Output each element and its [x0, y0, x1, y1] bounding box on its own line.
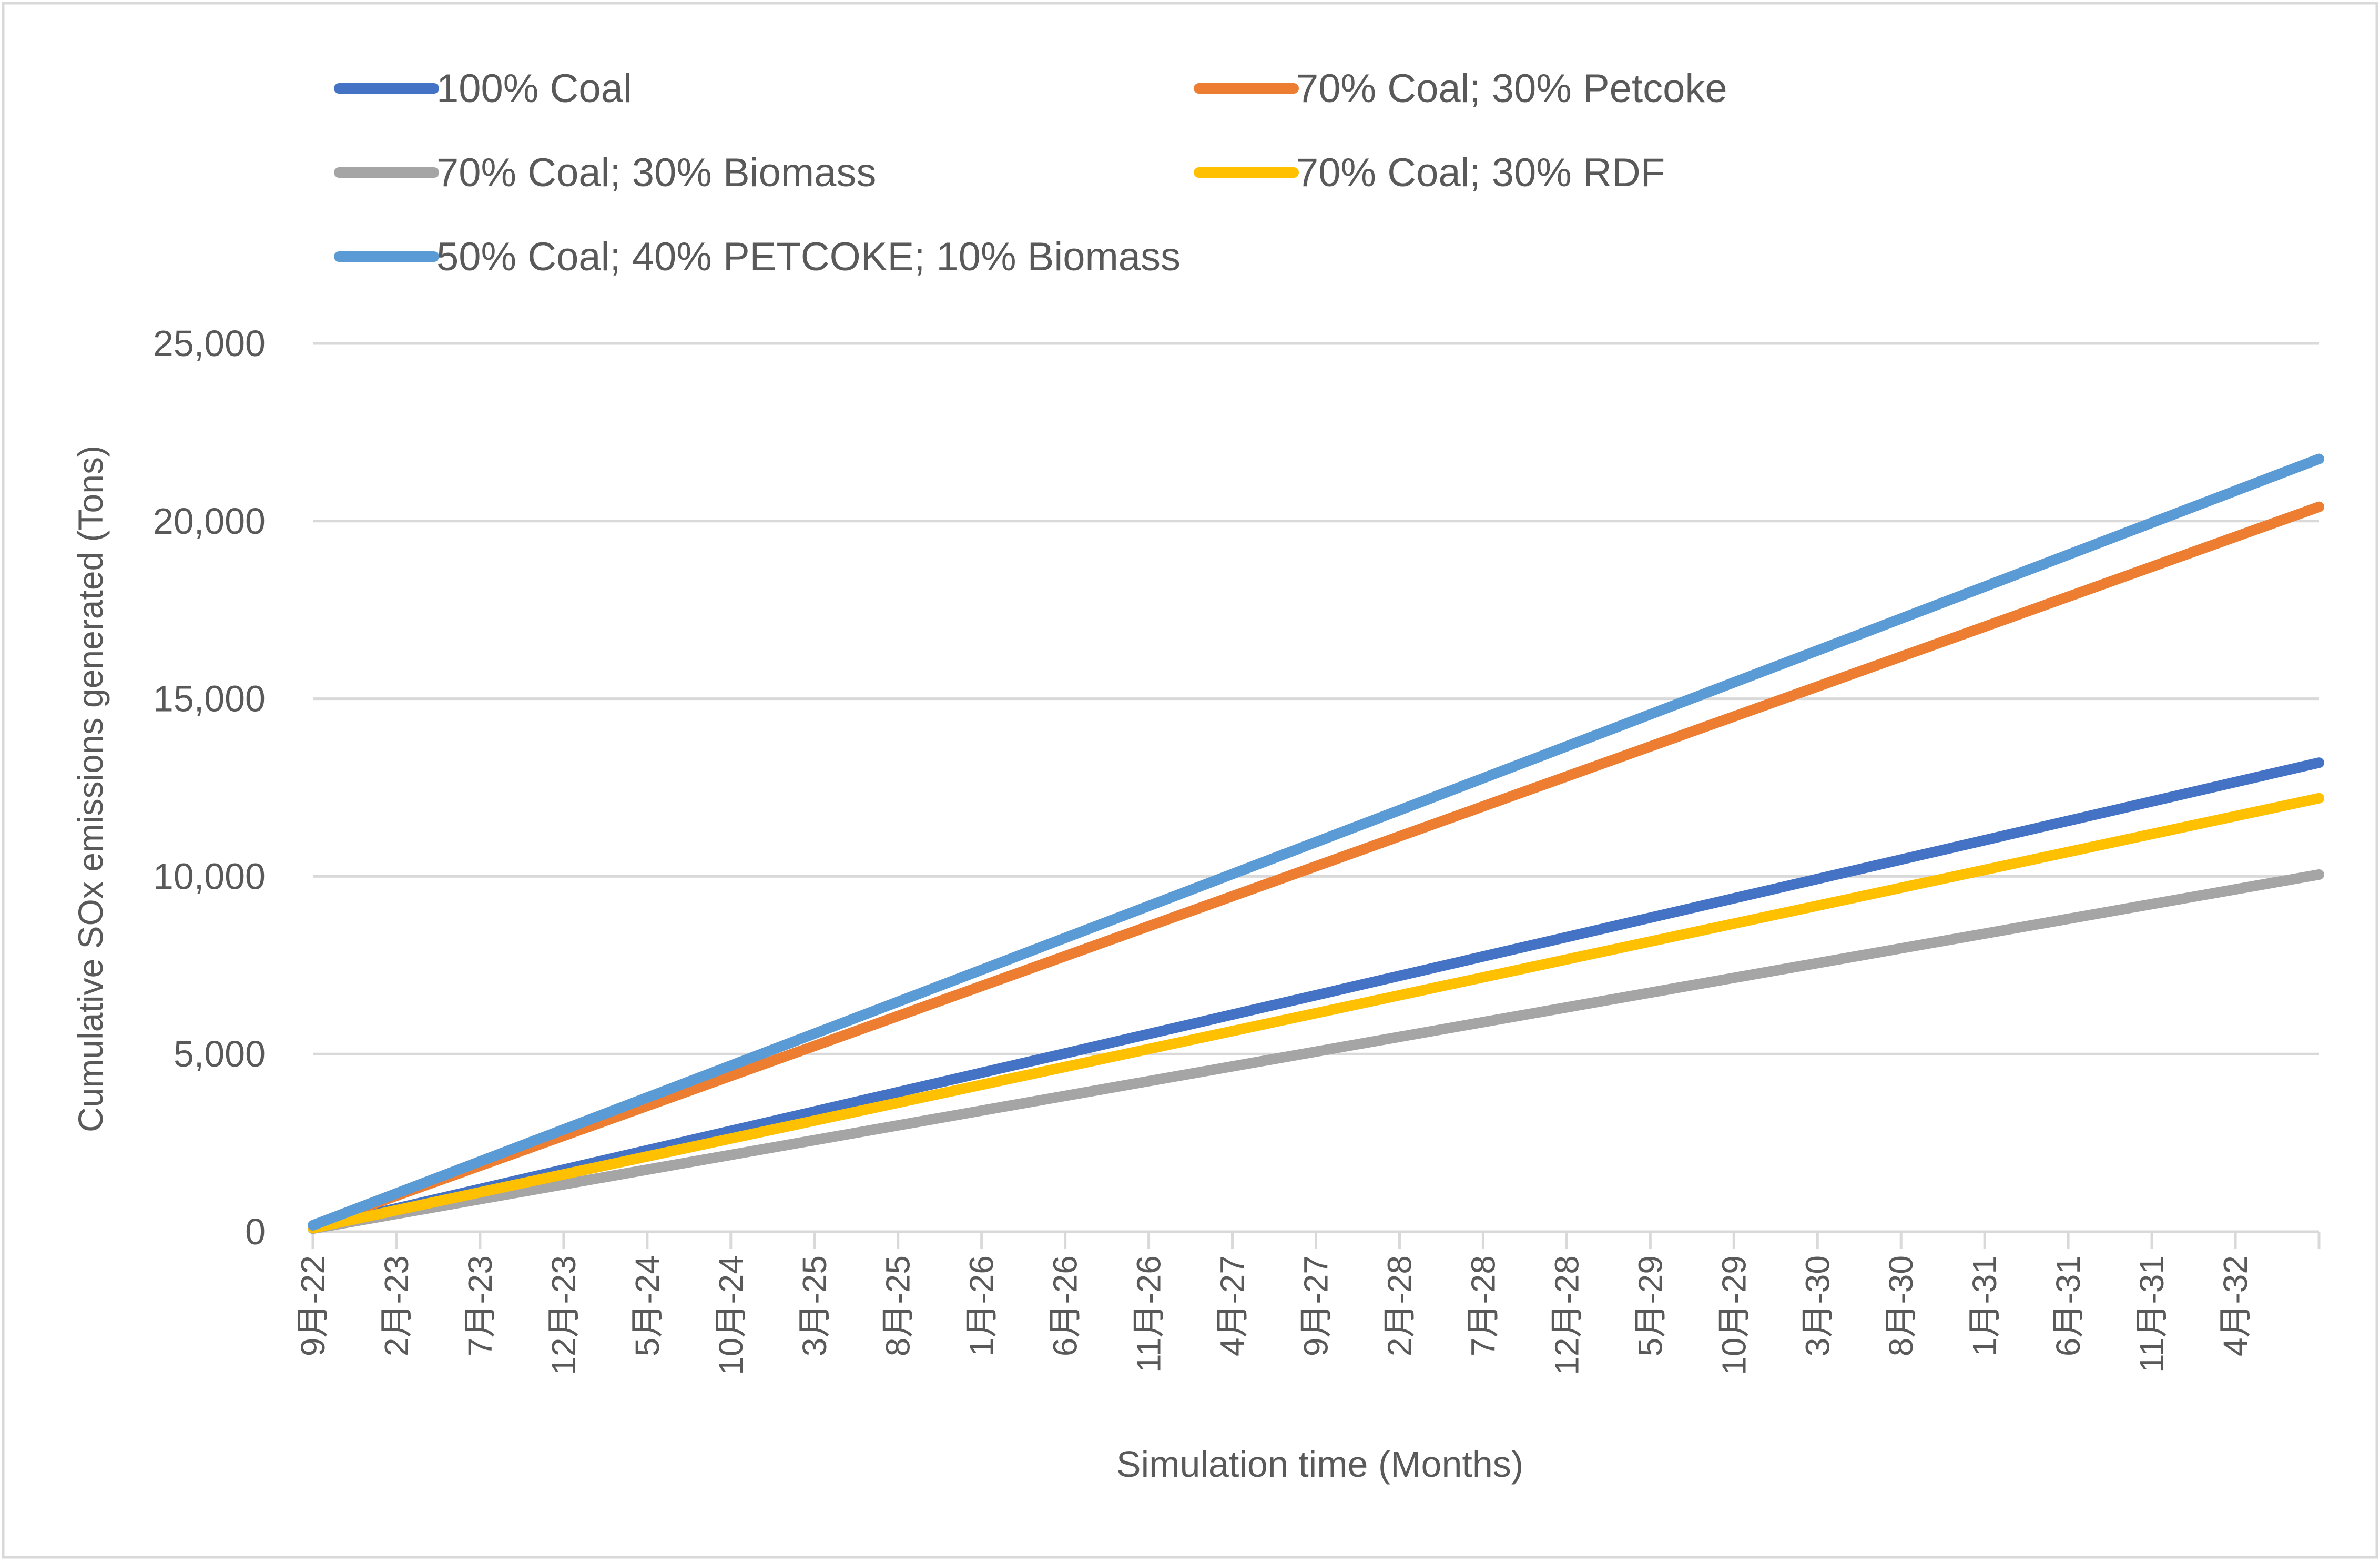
x-tick-label: 9月-27: [1297, 1255, 1335, 1356]
y-tick-label: 5,000: [174, 1033, 266, 1074]
x-tick-label: 6月-31: [2049, 1255, 2087, 1356]
legend-label: 70% Coal; 30% Biomass: [436, 150, 876, 195]
y-tick-label: 10,000: [153, 856, 266, 897]
x-tick-label: 12月-28: [1548, 1255, 1585, 1375]
x-tick-label: 3月-25: [796, 1255, 833, 1356]
y-axis: 0 5,000 10,000 15,000 20,000 25,000: [153, 323, 266, 1252]
legend-label: 70% Coal; 30% Petcoke: [1296, 66, 1727, 111]
series-line: [308, 501, 2324, 1231]
y-tick-label: 0: [245, 1211, 266, 1252]
legend-label: 70% Coal; 30% RDF: [1296, 150, 1665, 195]
y-tick-label: 20,000: [153, 501, 266, 542]
x-tick-label: 3月-30: [1798, 1255, 1836, 1356]
x-tick-label: 4月-32: [2216, 1255, 2254, 1356]
x-axis-title: Simulation time (Months): [1116, 1444, 1523, 1485]
series-group: [308, 453, 2324, 1234]
x-tick-label: 10月-24: [712, 1255, 750, 1375]
x-tick-label: 10月-29: [1715, 1255, 1753, 1375]
gridlines: [313, 342, 2319, 1055]
series-line: [308, 453, 2324, 1231]
x-tick-label: 1月-26: [963, 1255, 1001, 1356]
x-tick-label: 12月-23: [545, 1255, 583, 1375]
x-axis: 9月-22 2月-23 7月-23 12月-23 5月-24 10月-24 3月-25 8月-…: [294, 1230, 2321, 1375]
series-line: [308, 757, 2324, 1233]
x-tick-label: 2月-23: [378, 1255, 415, 1356]
x-tick-label: 6月-26: [1046, 1255, 1084, 1356]
x-tick-label: 11月-26: [1130, 1255, 1168, 1373]
x-tick-label: 11月-31: [2133, 1255, 2171, 1373]
x-tick-label: 4月-27: [1214, 1255, 1252, 1356]
legend-label: 50% Coal; 40% PETCOKE; 10% Biomass: [436, 235, 1181, 279]
x-tick-label: 8月-30: [1882, 1255, 1920, 1356]
legend: 100% Coal 70% Coal; 30% Petcoke 70% Coal; …: [334, 66, 1727, 279]
x-tick-label: 7月-23: [461, 1255, 499, 1356]
series-line: [308, 793, 2324, 1234]
x-tick-label: 5月-29: [1631, 1255, 1669, 1356]
x-tick-label: 1月-31: [1966, 1255, 2003, 1356]
x-tick-label: 9月-22: [294, 1255, 332, 1356]
y-tick-label: 25,000: [153, 323, 266, 364]
x-tick-label: 5月-24: [628, 1255, 666, 1356]
y-tick-label: 15,000: [153, 678, 266, 719]
x-tick-label: 2月-28: [1380, 1255, 1418, 1356]
x-tick-label: 7月-28: [1464, 1255, 1502, 1356]
legend-label: 100% Coal: [436, 66, 632, 111]
y-axis-title: Cumulative SOx emissions generated (Tons…: [71, 445, 110, 1132]
series-line: [308, 869, 2324, 1234]
x-tick-label: 8月-25: [879, 1255, 917, 1356]
